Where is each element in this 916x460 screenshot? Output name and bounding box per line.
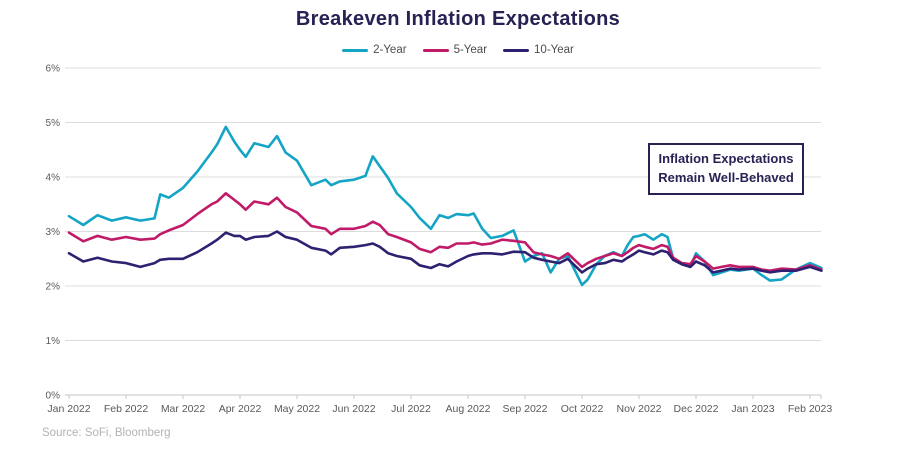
series-line-5-year xyxy=(67,192,823,273)
legend-label-2-year: 2-Year xyxy=(373,44,407,56)
legend-swatch-5-year xyxy=(422,48,449,52)
x-tick-label: Mar 2022 xyxy=(161,403,206,415)
annotation-box: Inflation Expectations Remain Well-Behav… xyxy=(648,143,804,195)
y-tick-label: 3% xyxy=(46,227,61,238)
x-tick-label: Apr 2022 xyxy=(219,403,262,415)
x-tick-label: Jun 2022 xyxy=(332,403,375,415)
legend: 2-Year 5-Year 10-Year xyxy=(0,44,916,56)
y-tick-label: 5% xyxy=(46,118,61,129)
legend-item-10-year: 10-Year xyxy=(503,44,574,56)
legend-swatch-10-year xyxy=(503,48,530,52)
y-tick-label: 1% xyxy=(46,336,61,347)
x-tick-label: Aug 2022 xyxy=(446,403,491,415)
source-note: Source: SoFi, Bloomberg xyxy=(42,427,171,439)
x-tick-label: May 2022 xyxy=(274,403,320,415)
y-tick-label: 6% xyxy=(46,64,61,75)
y-tick-label: 0% xyxy=(46,391,61,402)
legend-label-5-year: 5-Year xyxy=(453,44,488,56)
x-tick-label: Feb 2022 xyxy=(104,403,149,415)
x-tick-label: Sep 2022 xyxy=(503,403,548,415)
page-title: Breakeven Inflation Expectations xyxy=(295,8,621,30)
legend-swatch-2-year xyxy=(342,48,369,52)
x-tick-label: Dec 2022 xyxy=(674,403,719,415)
annotation-line-2: Remain Well-Behaved xyxy=(658,170,794,185)
y-tick-label: 2% xyxy=(46,282,61,293)
x-tick-label: Feb 2023 xyxy=(788,403,833,415)
x-tick-label: Oct 2022 xyxy=(561,403,604,415)
y-tick-label: 4% xyxy=(46,173,61,184)
x-tick-label: Nov 2022 xyxy=(617,403,662,415)
annotation-line-1: Inflation Expectations xyxy=(658,151,794,167)
legend-label-10-year: 10-Year xyxy=(534,44,574,56)
legend-item-2-year: 2-Year xyxy=(342,44,407,56)
x-tick-label: Jan 2023 xyxy=(731,403,774,415)
x-tick-label: Jul 2022 xyxy=(391,403,431,415)
legend-item-5-year: 5-Year xyxy=(422,44,488,56)
series-line-10-year xyxy=(67,230,823,274)
x-tick-label: Jan 2022 xyxy=(47,403,90,415)
